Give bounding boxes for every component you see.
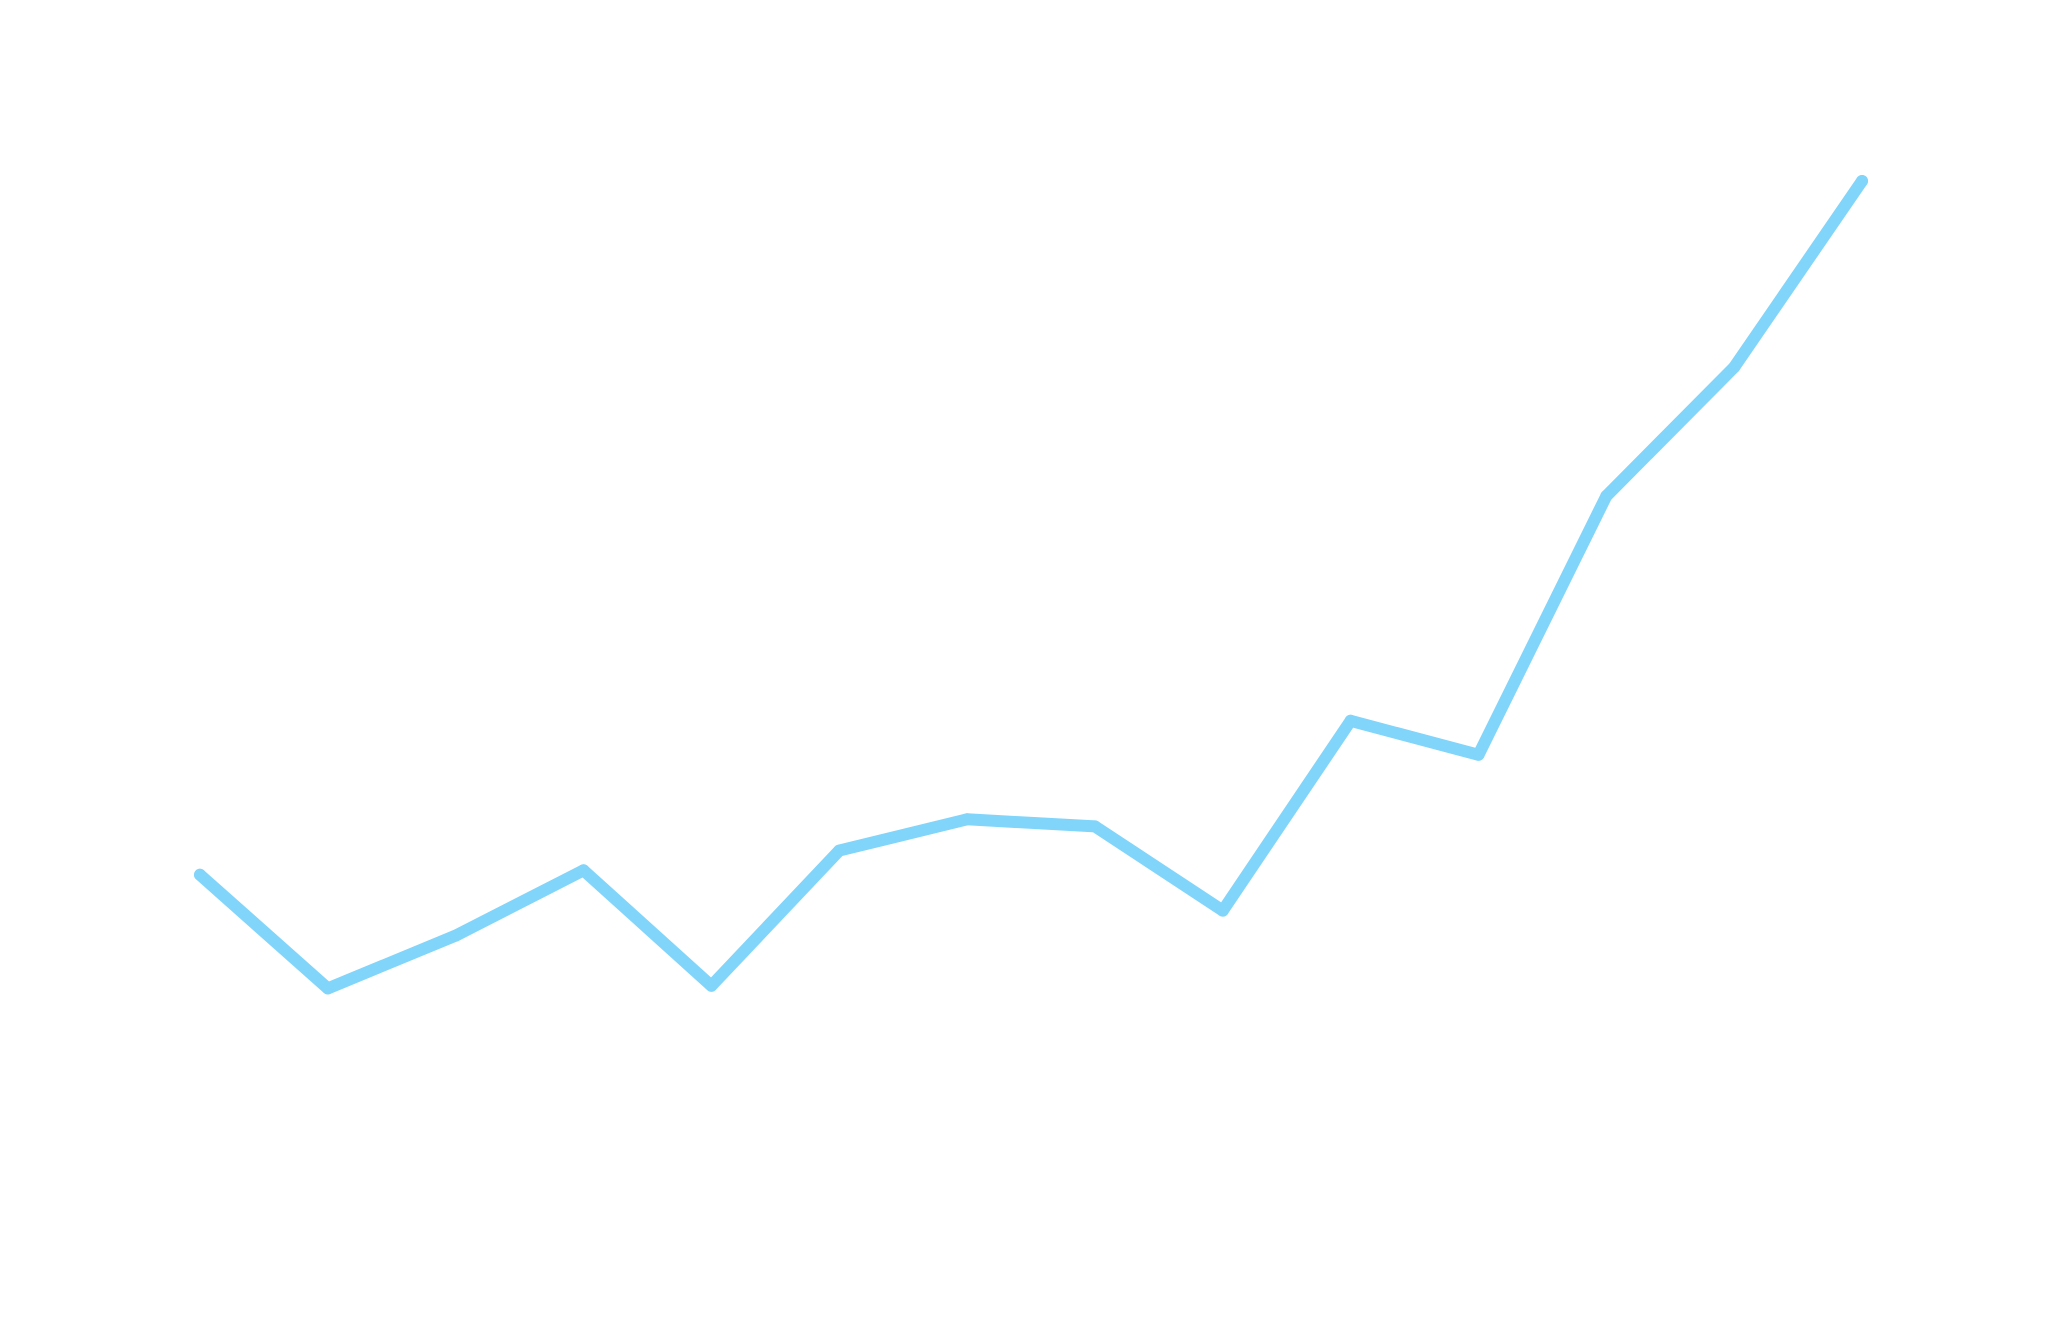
data-point-0-13 (1856, 175, 1868, 187)
data-point-0-7 (1088, 820, 1101, 833)
data-point-0-1 (321, 982, 334, 995)
data-point-0-10 (1472, 748, 1485, 761)
data-point-0-8 (1216, 904, 1229, 917)
data-point-0-6 (961, 813, 974, 826)
data-point-0-9 (1344, 714, 1357, 727)
data-point-0-5 (833, 844, 846, 857)
data-point-0-12 (1728, 361, 1741, 374)
data-point-0-4 (705, 979, 718, 992)
data-point-0-11 (1600, 490, 1613, 503)
series-line-0 (194, 175, 1868, 995)
series-layer (194, 175, 1868, 995)
data-point-0-2 (449, 929, 462, 942)
data-point-0-0 (194, 868, 206, 881)
data-point-0-3 (577, 864, 590, 877)
